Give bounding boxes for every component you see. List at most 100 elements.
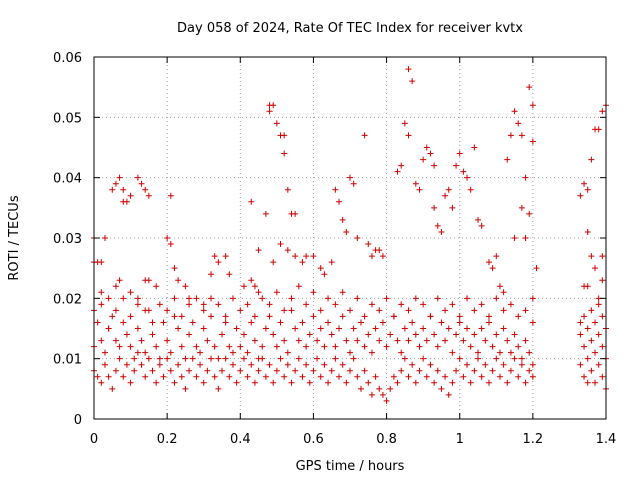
data-point — [182, 283, 189, 290]
data-point — [112, 367, 119, 374]
data-point — [405, 373, 412, 380]
data-point — [592, 265, 599, 272]
data-point — [255, 367, 262, 374]
data-point — [321, 343, 328, 350]
data-point — [310, 253, 317, 260]
data-point — [229, 361, 236, 368]
data-point — [482, 337, 489, 344]
data-point — [105, 325, 112, 332]
y-tick-label: 0.06 — [53, 51, 82, 66]
data-point — [325, 319, 332, 326]
data-point — [350, 325, 357, 332]
data-point — [453, 331, 460, 338]
data-point — [186, 331, 193, 338]
data-point — [398, 367, 405, 374]
data-point — [299, 319, 306, 326]
data-point — [584, 379, 591, 386]
data-point — [226, 271, 233, 278]
data-point — [581, 180, 588, 187]
data-point — [215, 301, 222, 308]
data-point — [376, 385, 383, 392]
data-point — [445, 186, 452, 193]
data-point — [405, 66, 412, 73]
data-point — [485, 259, 492, 266]
data-point — [438, 228, 445, 235]
data-point — [507, 301, 514, 308]
x-tick-labels: 0 0.2 0.4 0.6 0.8 1 1.2 1.4 — [90, 432, 616, 447]
data-point — [270, 379, 277, 386]
data-point — [339, 313, 346, 320]
grid-lines — [94, 57, 606, 419]
data-point — [489, 343, 496, 350]
data-point — [156, 355, 163, 362]
data-point — [317, 307, 324, 314]
data-point — [347, 174, 353, 181]
data-point — [336, 325, 343, 332]
data-point — [233, 379, 240, 386]
data-point — [197, 361, 204, 368]
data-point — [310, 313, 317, 320]
data-point — [522, 235, 529, 241]
data-point — [383, 295, 390, 302]
data-point — [281, 337, 288, 344]
data-point — [284, 349, 291, 356]
y-tick-label: 0.03 — [53, 232, 82, 247]
data-point — [464, 295, 471, 302]
data-point — [420, 156, 427, 163]
data-point — [211, 253, 218, 260]
data-point — [292, 253, 299, 260]
data-point — [416, 367, 423, 374]
data-point — [434, 367, 441, 374]
data-point — [171, 295, 178, 302]
data-point — [577, 192, 584, 199]
data-point — [237, 367, 244, 374]
data-point — [295, 355, 302, 362]
data-point — [303, 301, 310, 308]
data-point — [281, 373, 288, 380]
data-point — [156, 361, 163, 368]
data-point — [193, 295, 200, 302]
data-point — [215, 259, 222, 266]
data-point — [449, 301, 456, 308]
data-point — [222, 319, 229, 326]
data-point — [109, 313, 116, 320]
data-point — [464, 174, 471, 181]
data-point — [127, 192, 134, 199]
data-point — [354, 373, 361, 380]
data-point — [240, 355, 247, 362]
data-point — [504, 379, 511, 386]
data-point — [427, 150, 434, 157]
data-point — [251, 283, 258, 290]
x-axis-label: GPS time / hours — [296, 459, 405, 474]
data-point — [211, 373, 218, 380]
data-point — [376, 307, 383, 314]
data-point — [270, 331, 277, 338]
data-point — [401, 325, 408, 332]
data-point — [112, 283, 119, 290]
data-point — [529, 138, 536, 145]
data-point — [493, 295, 500, 302]
y-tick-label: 0.05 — [53, 111, 82, 126]
data-point — [453, 367, 460, 374]
data-point — [390, 373, 397, 380]
data-point — [496, 283, 503, 290]
data-point — [229, 295, 236, 302]
data-point — [164, 337, 171, 344]
data-point — [526, 367, 533, 374]
data-point — [248, 198, 255, 205]
data-point — [431, 331, 438, 338]
data-point — [581, 343, 588, 350]
data-point — [208, 355, 215, 362]
data-point — [376, 337, 383, 344]
data-point — [347, 367, 353, 374]
data-point — [456, 355, 463, 362]
data-point — [222, 253, 229, 260]
data-point — [518, 204, 525, 211]
data-point — [178, 313, 185, 320]
data-point — [186, 301, 193, 308]
data-point — [328, 367, 335, 374]
data-point — [475, 355, 481, 362]
data-point — [595, 301, 602, 308]
data-point — [401, 355, 408, 362]
data-point — [529, 373, 536, 380]
